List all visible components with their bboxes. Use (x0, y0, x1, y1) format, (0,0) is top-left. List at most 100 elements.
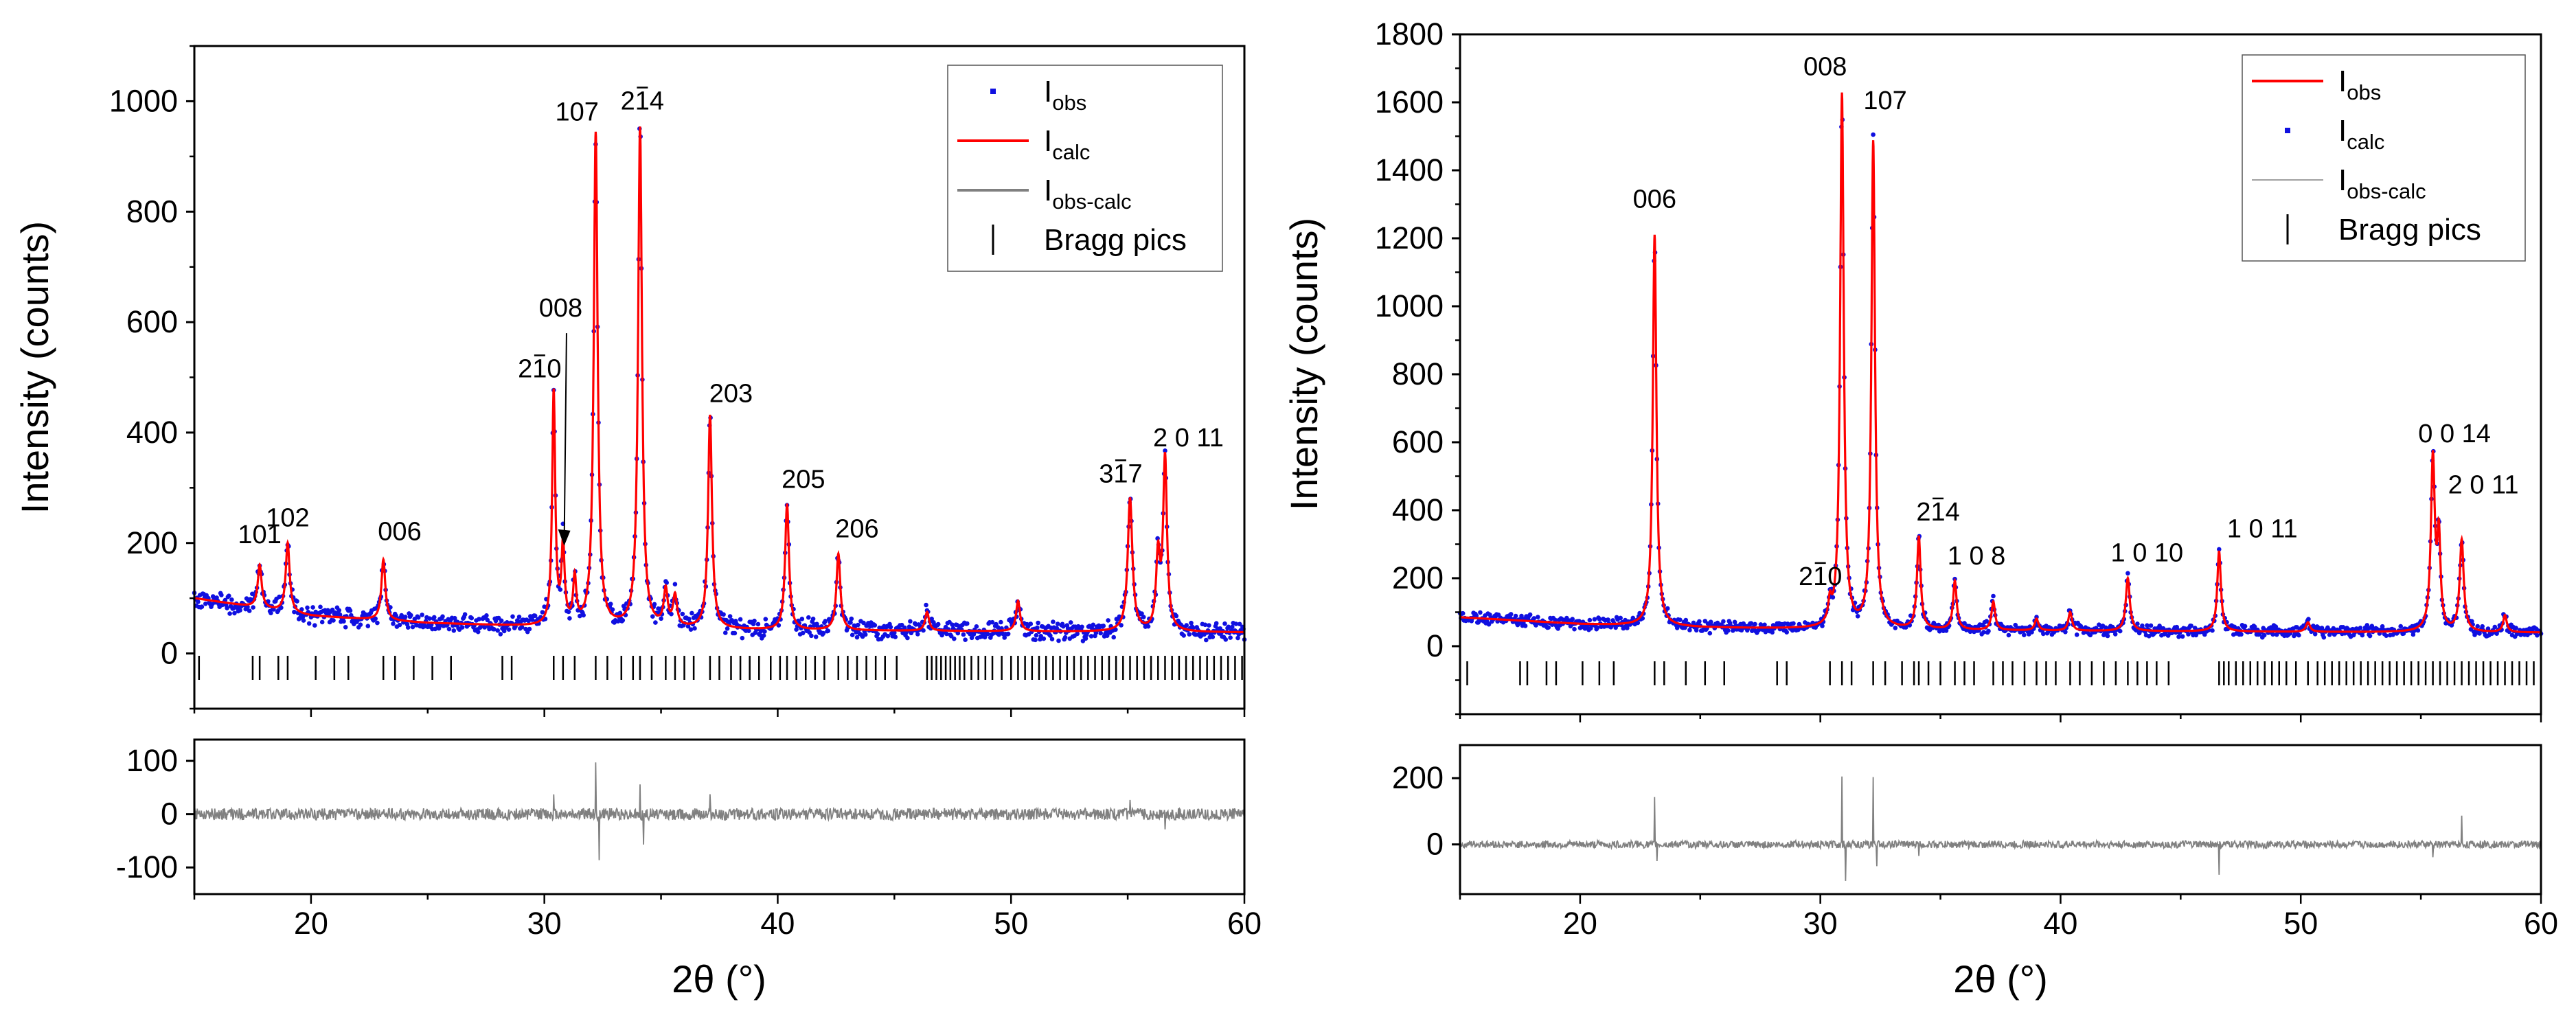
data-point (1075, 631, 1080, 637)
data-point (738, 617, 743, 622)
data-point (1091, 622, 1096, 628)
data-point (506, 627, 512, 632)
data-point (1830, 595, 1836, 600)
series-Iobs-calc-line (194, 762, 1245, 860)
data-point (1056, 638, 1061, 643)
data-point (688, 627, 694, 632)
legend-swatch-dot (2285, 128, 2290, 133)
data-point (292, 609, 297, 615)
peak-label: 214 (621, 87, 664, 115)
data-point (692, 626, 697, 631)
data-point (1527, 612, 1533, 617)
data-point (823, 619, 828, 624)
data-point (1189, 620, 1194, 626)
data-point (2475, 624, 2480, 629)
data-point (245, 604, 250, 610)
data-point (1903, 625, 1908, 630)
data-point (415, 615, 421, 620)
peak-label: 101 (238, 521, 281, 549)
data-point (1678, 617, 1683, 622)
data-point (1145, 624, 1151, 629)
data-point (343, 625, 348, 630)
data-point (885, 633, 891, 639)
data-point (2492, 624, 2498, 630)
data-point (510, 614, 515, 619)
data-point (687, 617, 692, 621)
data-point (1721, 619, 1726, 624)
data-point (888, 624, 893, 630)
data-point (375, 620, 380, 626)
data-point (2105, 633, 2110, 639)
data-point (2161, 626, 2166, 631)
peak-label: 203 (709, 380, 753, 409)
data-point (482, 625, 487, 630)
x-tick-label: 30 (527, 906, 562, 941)
data-point (908, 619, 913, 624)
data-point (1613, 625, 1618, 630)
data-point (1474, 613, 1479, 618)
data-point (1113, 627, 1118, 632)
x-axis-title: 2θ (°) (672, 957, 766, 1001)
peak-label: 317 (1099, 459, 1142, 488)
data-point (982, 635, 988, 640)
data-point (578, 613, 582, 619)
data-point (1002, 635, 1007, 640)
data-point (529, 617, 535, 622)
data-point (1694, 628, 1699, 633)
diff-y-tick-label: -100 (116, 849, 178, 884)
diff-y-tick-label: 100 (126, 743, 178, 778)
data-point (850, 632, 855, 637)
data-point (1587, 617, 1593, 623)
diff-y-tick-label: 0 (161, 797, 178, 832)
data-point (1606, 617, 1610, 622)
peak-label: 107 (556, 98, 599, 127)
data-point (944, 631, 949, 637)
data-point (1080, 624, 1084, 630)
data-point (251, 605, 255, 610)
data-point (1190, 626, 1196, 630)
data-point (2006, 632, 2011, 638)
data-point (659, 616, 663, 621)
data-point (229, 597, 234, 602)
x-tick-label: 60 (2524, 906, 2558, 941)
data-point (1049, 637, 1055, 641)
data-point (1555, 626, 1560, 631)
data-point (495, 628, 500, 633)
data-point (566, 609, 571, 615)
data-point (939, 632, 944, 638)
data-point (2410, 632, 2416, 637)
data-point (269, 610, 273, 615)
data-point (2340, 625, 2346, 630)
data-point (446, 626, 452, 632)
data-point (1986, 628, 1991, 634)
data-point (279, 605, 284, 610)
data-point (872, 623, 878, 628)
data-point (266, 599, 271, 604)
x-tick-label: 50 (994, 906, 1028, 941)
data-point (1098, 630, 1103, 636)
data-point (227, 593, 231, 598)
data-point (810, 616, 816, 621)
data-point (794, 627, 799, 632)
data-point (1572, 626, 1577, 632)
data-point (462, 612, 468, 617)
data-point (373, 616, 378, 621)
data-point (365, 624, 371, 628)
bragg-ticks (1466, 661, 2535, 685)
data-point (558, 587, 563, 592)
y-tick-label: 800 (1392, 356, 1444, 391)
data-point (1184, 623, 1189, 628)
data-point (1625, 626, 1630, 630)
data-point (2273, 624, 2279, 629)
data-point (2270, 632, 2275, 637)
y-tick-label: 0 (1426, 628, 1444, 663)
data-point (752, 618, 757, 624)
data-point (995, 625, 1001, 630)
data-point (1222, 621, 1227, 626)
data-point (999, 619, 1003, 625)
data-point (1041, 636, 1047, 641)
data-point (2319, 626, 2325, 630)
data-point (1683, 617, 1689, 623)
data-point (1062, 635, 1068, 640)
